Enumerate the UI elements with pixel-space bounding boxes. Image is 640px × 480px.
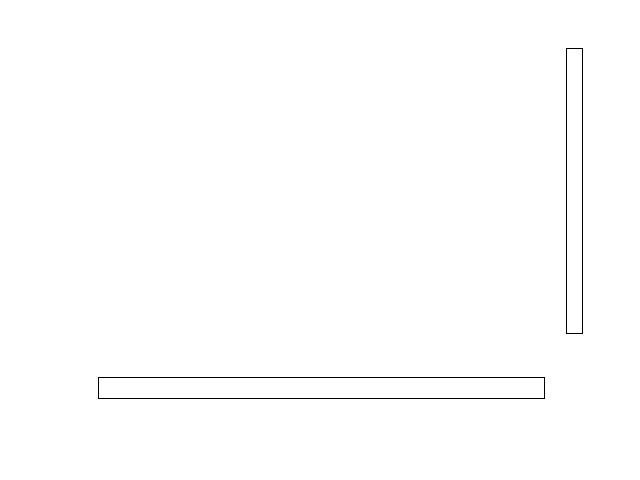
- ppsd-histogram-canvas: [76, 48, 537, 334]
- timeline-coverage-box: [98, 377, 545, 399]
- timeline-psd-coverage-bar: [117, 389, 523, 398]
- colorbar: [566, 48, 583, 334]
- timeline-data-coverage-bar: [117, 379, 523, 389]
